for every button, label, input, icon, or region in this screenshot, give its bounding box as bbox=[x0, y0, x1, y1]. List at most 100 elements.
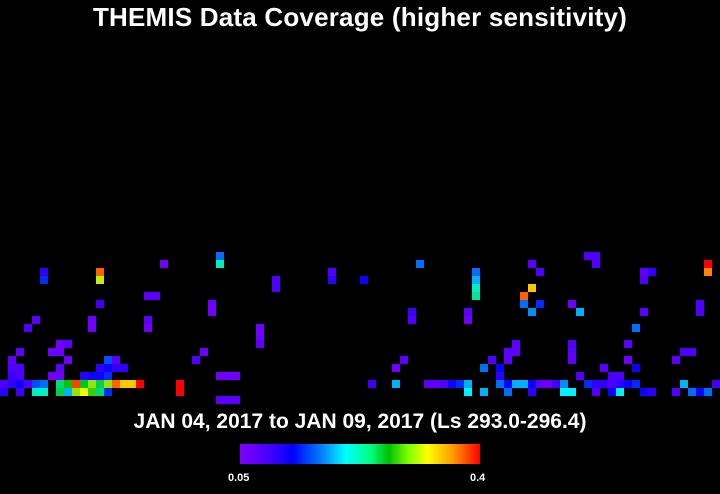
chart-title: THEMIS Data Coverage (higher sensitivity… bbox=[92, 2, 628, 32]
coverage-cell bbox=[472, 284, 480, 292]
coverage-cell bbox=[88, 324, 96, 332]
coverage-cell bbox=[464, 380, 472, 388]
coverage-cell bbox=[624, 380, 632, 388]
coverage-cell bbox=[504, 388, 512, 396]
coverage-cell bbox=[32, 388, 40, 396]
coverage-cell bbox=[152, 292, 160, 300]
coverage-cell bbox=[56, 388, 64, 396]
coverage-cell bbox=[16, 364, 24, 372]
coverage-cell bbox=[608, 380, 616, 388]
coverage-cell bbox=[144, 292, 152, 300]
coverage-cell bbox=[216, 260, 224, 268]
coverage-cell bbox=[72, 388, 80, 396]
coverage-cell bbox=[632, 364, 640, 372]
coverage-cell bbox=[576, 308, 584, 316]
coverage-cell bbox=[600, 380, 608, 388]
date-range-label: JAN 04, 2017 to JAN 09, 2017 (Ls 293.0-2… bbox=[133, 410, 587, 433]
coverage-cell bbox=[704, 268, 712, 276]
coverage-cell bbox=[120, 364, 128, 372]
coverage-cell bbox=[0, 380, 8, 388]
coverage-cell bbox=[96, 372, 104, 380]
coverage-cell bbox=[104, 364, 112, 372]
coverage-cell bbox=[472, 292, 480, 300]
coverage-cell bbox=[192, 356, 200, 364]
coverage-cell bbox=[88, 388, 96, 396]
coverage-cell bbox=[160, 260, 168, 268]
coverage-cell bbox=[512, 348, 520, 356]
coverage-cell bbox=[528, 260, 536, 268]
coverage-cell bbox=[624, 356, 632, 364]
coverage-cell bbox=[712, 380, 720, 388]
coverage-cell bbox=[48, 372, 56, 380]
coverage-cell bbox=[600, 364, 608, 372]
coverage-cell bbox=[64, 356, 72, 364]
coverage-cell bbox=[176, 388, 184, 396]
coverage-cell bbox=[696, 308, 704, 316]
coverage-cell bbox=[696, 388, 704, 396]
coverage-cell bbox=[704, 260, 712, 268]
coverage-cell bbox=[704, 388, 712, 396]
coverage-map bbox=[0, 252, 720, 404]
coverage-cell bbox=[256, 324, 264, 332]
coverage-cell bbox=[144, 316, 152, 324]
coverage-cell bbox=[456, 380, 464, 388]
coverage-cell bbox=[536, 268, 544, 276]
coverage-cell bbox=[8, 364, 16, 372]
coverage-cell bbox=[560, 388, 568, 396]
coverage-cell bbox=[544, 380, 552, 388]
coverage-cell bbox=[424, 380, 432, 388]
coverage-cell bbox=[568, 348, 576, 356]
coverage-cell bbox=[496, 372, 504, 380]
coverage-cell bbox=[80, 372, 88, 380]
colorbar-max-label: 0.4 bbox=[470, 472, 486, 484]
coverage-cell bbox=[224, 396, 232, 404]
coverage-cell bbox=[696, 300, 704, 308]
coverage-cell bbox=[680, 348, 688, 356]
coverage-cell bbox=[616, 388, 624, 396]
coverage-cell bbox=[448, 380, 456, 388]
coverage-cell bbox=[16, 348, 24, 356]
coverage-cell bbox=[528, 380, 536, 388]
coverage-cell bbox=[112, 380, 120, 388]
coverage-cell bbox=[40, 268, 48, 276]
coverage-cell bbox=[24, 324, 32, 332]
coverage-cell bbox=[568, 300, 576, 308]
coverage-cell bbox=[440, 380, 448, 388]
coverage-cell bbox=[648, 268, 656, 276]
coverage-cell bbox=[56, 372, 64, 380]
coverage-cell bbox=[40, 388, 48, 396]
coverage-cell bbox=[200, 348, 208, 356]
coverage-cell bbox=[520, 300, 528, 308]
coverage-cell bbox=[408, 308, 416, 316]
coverage-cell bbox=[112, 364, 120, 372]
coverage-cell bbox=[32, 380, 40, 388]
coverage-cell bbox=[88, 316, 96, 324]
coverage-cell bbox=[56, 364, 64, 372]
coverage-cell bbox=[64, 388, 72, 396]
coverage-cell bbox=[64, 380, 72, 388]
colorbar bbox=[240, 444, 480, 464]
coverage-cell bbox=[464, 308, 472, 316]
coverage-cell bbox=[64, 340, 72, 348]
coverage-cell bbox=[112, 356, 120, 364]
coverage-cell bbox=[624, 340, 632, 348]
coverage-cell bbox=[496, 364, 504, 372]
coverage-cell bbox=[688, 348, 696, 356]
colorbar-min-label: 0.05 bbox=[228, 472, 250, 484]
coverage-cell bbox=[392, 364, 400, 372]
coverage-cell bbox=[432, 380, 440, 388]
coverage-cell bbox=[504, 348, 512, 356]
coverage-cell bbox=[648, 388, 656, 396]
coverage-cell bbox=[504, 380, 512, 388]
coverage-cell bbox=[16, 372, 24, 380]
coverage-cell bbox=[592, 380, 600, 388]
coverage-cell bbox=[96, 268, 104, 276]
coverage-cell bbox=[400, 356, 408, 364]
coverage-cell bbox=[592, 252, 600, 260]
coverage-cell bbox=[80, 388, 88, 396]
colorbar-gradient bbox=[240, 444, 480, 464]
coverage-cell bbox=[8, 356, 16, 364]
coverage-cell bbox=[472, 268, 480, 276]
coverage-cell bbox=[96, 276, 104, 284]
coverage-cell bbox=[360, 276, 368, 284]
